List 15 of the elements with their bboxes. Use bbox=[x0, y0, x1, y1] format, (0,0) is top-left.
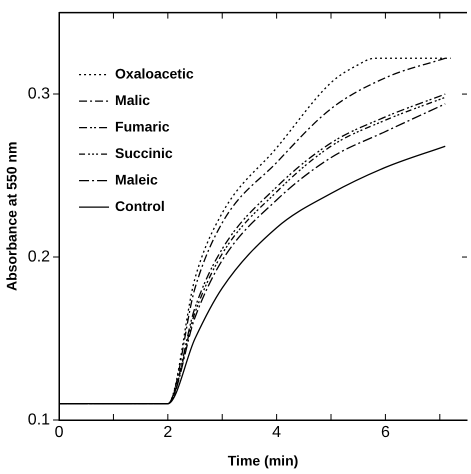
y-tick-label: 0.2 bbox=[28, 248, 50, 266]
x-axis-title: Time (min) bbox=[228, 452, 298, 468]
x-tick-label: 2 bbox=[163, 424, 172, 442]
y-tick-label: 0.1 bbox=[28, 411, 50, 428]
legend-label: Succinic bbox=[115, 144, 173, 161]
legend-label: Malic bbox=[115, 92, 150, 108]
legend-label: Maleic bbox=[115, 171, 158, 188]
x-tick-label: 4 bbox=[272, 424, 282, 442]
legend-label: Control bbox=[115, 198, 165, 214]
x-tick-label: 6 bbox=[380, 424, 390, 442]
legend-label: Fumaric bbox=[115, 118, 170, 134]
legend-label: Oxaloacetic bbox=[115, 65, 194, 82]
y-axis-title: Absorbance at 550 nm bbox=[3, 142, 20, 291]
x-tick-label: 0 bbox=[54, 424, 64, 442]
y-tick-label: 0.3 bbox=[28, 85, 50, 102]
